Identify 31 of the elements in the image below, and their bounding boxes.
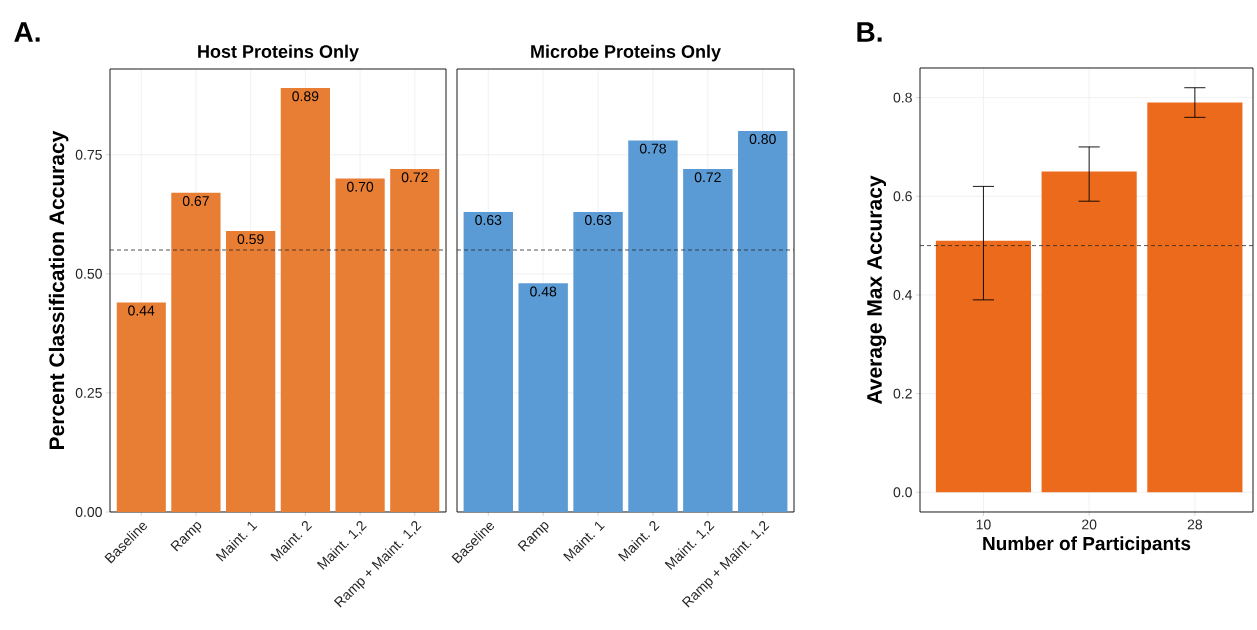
data-label: 0.70 [347,181,374,192]
data-label: 0.63 [475,215,502,226]
y-tick-label: 0.4 [893,289,913,300]
data-label: 0.59 [237,234,264,245]
data-label: 0.78 [639,143,666,154]
data-label: 0.48 [530,286,557,297]
y-tick-label: 0.00 [75,507,102,517]
data-label: 0.63 [584,215,612,226]
data-label: 0.80 [749,134,776,145]
y-tick-label: 0.0 [893,487,912,498]
text: B. [857,22,882,42]
data-label: 0.72 [401,172,428,183]
y-axis-title: Average Max Accuracy [867,175,887,405]
y-tick-label: 0.6 [893,191,912,202]
y-tick-label: 0.25 [75,387,102,398]
y-axis-title: Percent Classification Accuracy [48,130,69,449]
x-tick-label: 28 [1187,519,1203,530]
text: A. [14,22,40,42]
y-tick-label: 0.75 [75,149,102,160]
chart-title: Host Proteins Only [198,44,359,62]
y-tick-label: 0.8 [893,92,912,103]
data-label: 0.44 [128,305,155,316]
y-tick-label: 0.50 [75,268,102,279]
y-tick-label: 0.2 [893,388,912,399]
data-label: 0.67 [182,196,209,206]
x-tick-label: 20 [1082,519,1097,530]
data-label: 0.89 [292,91,319,102]
x-axis-title: Number of Participants [983,536,1191,555]
data-label: 0.72 [694,172,721,183]
chart-title: Microbe Proteins Only [531,44,721,62]
x-tick-label: 10 [976,519,991,530]
